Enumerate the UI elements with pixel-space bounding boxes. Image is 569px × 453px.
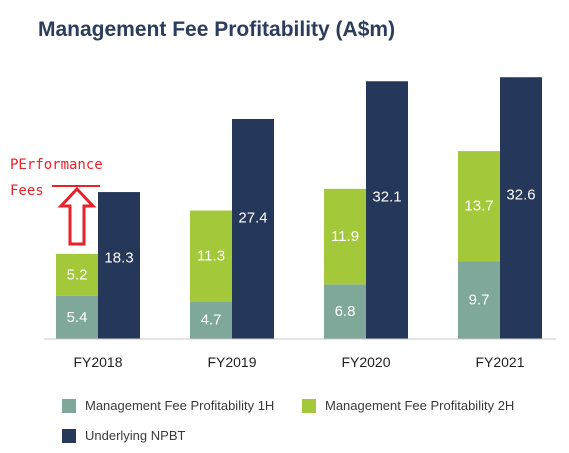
bar-npbt-FY2020 [366, 81, 408, 339]
data-label-1h-FY2021: 9.7 [469, 292, 490, 309]
bar-2h-FY2020 [324, 188, 366, 285]
data-label-npbt-FY2018: 18.3 [104, 250, 133, 267]
x-tick-label-FY2020: FY2020 [341, 354, 390, 370]
x-tick-label-FY2019: FY2019 [207, 354, 256, 370]
data-label-npbt-FY2020: 32.1 [372, 189, 401, 206]
x-tick-label-FY2018: FY2018 [73, 354, 122, 370]
data-label-npbt-FY2021: 32.6 [506, 187, 535, 204]
data-label-npbt-FY2019: 27.4 [238, 209, 267, 226]
annotation-line2: Fees [10, 183, 44, 199]
data-label-1h-FY2018: 5.4 [67, 309, 88, 326]
bar-npbt-FY2019 [232, 118, 274, 339]
bar-1h-FY2019 [190, 301, 232, 339]
bar-1h-FY2020 [324, 284, 366, 339]
x-tick-label-FY2021: FY2021 [475, 354, 524, 370]
annotation-line1: PErformance [10, 157, 103, 173]
bar-npbt-FY2021 [500, 77, 542, 339]
bar-npbt-FY2018 [98, 192, 140, 339]
data-label-2h-FY2018: 5.2 [67, 266, 88, 283]
data-label-2h-FY2020: 11.9 [331, 228, 359, 245]
annotation-arrow-icon [57, 186, 97, 246]
bar-1h-FY2021 [458, 261, 500, 339]
chart-title: Management Fee Profitability (A$m) [38, 18, 396, 41]
bar-1h-FY2018 [56, 295, 98, 339]
bar-2h-FY2021 [458, 151, 500, 262]
bar-2h-FY2019 [190, 210, 232, 302]
bar-2h-FY2018 [56, 253, 98, 296]
data-label-2h-FY2019: 11.3 [197, 247, 225, 264]
data-label-1h-FY2019: 4.7 [201, 312, 222, 329]
data-label-2h-FY2021: 13.7 [464, 198, 493, 215]
data-label-1h-FY2020: 6.8 [335, 303, 356, 320]
